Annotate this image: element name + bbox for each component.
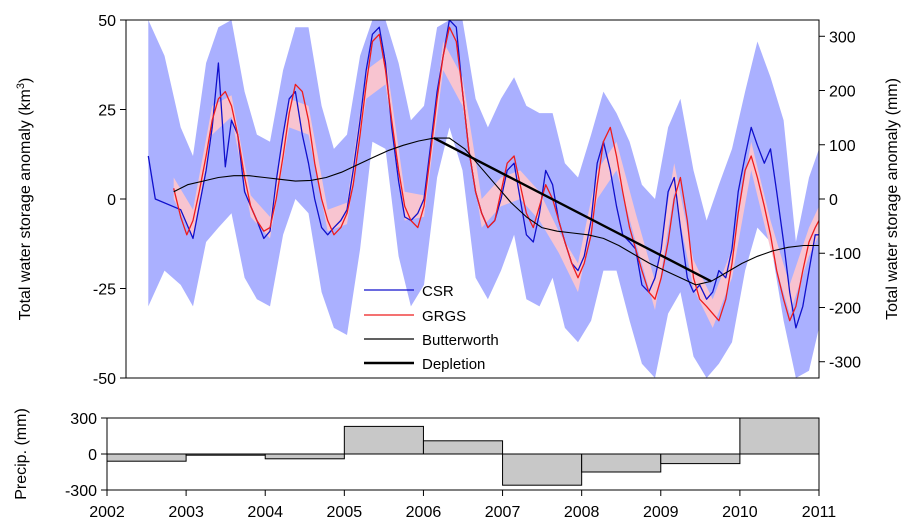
left-y-tick-label: -25 [93,282,116,299]
precip-y-axis-title: Precip. (mm) [13,408,30,500]
left-y-axis-title: Total water storage anomaly (km3) [15,78,34,321]
legend-label-grgs: GRGS [422,308,466,325]
right-y-tick-label: 300 [829,29,856,46]
left-y-tick-label: -50 [93,371,116,388]
legend-label-depletion: Depletion [422,356,485,373]
precip-bar-2009 [660,453,741,465]
left-y-tick-label: 0 [107,192,116,209]
right-y-tick-label: -100 [829,246,861,263]
right-y-axis-title: Total water storage anomaly (mm) [884,78,901,320]
precip-bar-2008 [581,453,662,473]
right-y-tick-label: -200 [829,300,861,317]
series-lines [147,20,819,329]
series-line-grgs [173,26,819,322]
uncertainty-band-grgs [173,41,819,328]
legend-label-csr: CSR [422,283,454,300]
right-y-tick-label: -300 [829,355,861,372]
x-tick-label: 2005 [327,504,363,521]
precip-y-tick-label: 0 [88,447,97,464]
left-y-tick-label: 25 [98,103,116,120]
x-tick-label: 2009 [643,504,679,521]
precip-bar-2007 [502,453,583,486]
precip-bar-2010 [739,418,819,455]
x-tick-label: 2002 [89,504,125,521]
x-tick-label: 2008 [564,504,600,521]
right-y-tick-label: 200 [829,84,856,101]
precip-y-axis: -300 0 300 [65,411,107,500]
precip-bar-2002 [107,453,187,462]
x-axis: 2002 2003 2004 2005 2006 2007 2008 2009 2010 2011 [89,490,836,521]
precip-bar-2005 [343,425,424,455]
x-tick-label: 2007 [485,504,521,521]
precip-bar-2006 [422,440,504,455]
precip-bars [107,418,819,486]
x-tick-label: 2004 [247,504,283,521]
legend-label-butterworth: Butterworth [422,332,499,349]
x-tick-label: 2006 [406,504,442,521]
x-tick-label: 2010 [722,504,758,521]
precip-bar-2004 [264,453,345,460]
right-y-tick-label: 0 [829,192,838,209]
series-line-csr [147,20,819,329]
right-y-axis: -300 -200 -100 0 100 200 300 [819,29,861,372]
right-y-tick-label: 100 [829,138,856,155]
x-tick-label: 2003 [168,504,204,521]
left-y-tick-label: 50 [98,13,116,30]
left-y-axis: -50 -25 0 25 50 [93,13,126,388]
legend: CSR GRGS Butterworth Depletion [364,283,499,373]
series-line-depletion [433,137,712,283]
precip-y-tick-label: -300 [65,483,97,500]
uncertainty-bands [148,20,819,378]
precip-y-tick-label: 300 [70,411,97,428]
x-tick-label: 2011 [802,504,837,521]
